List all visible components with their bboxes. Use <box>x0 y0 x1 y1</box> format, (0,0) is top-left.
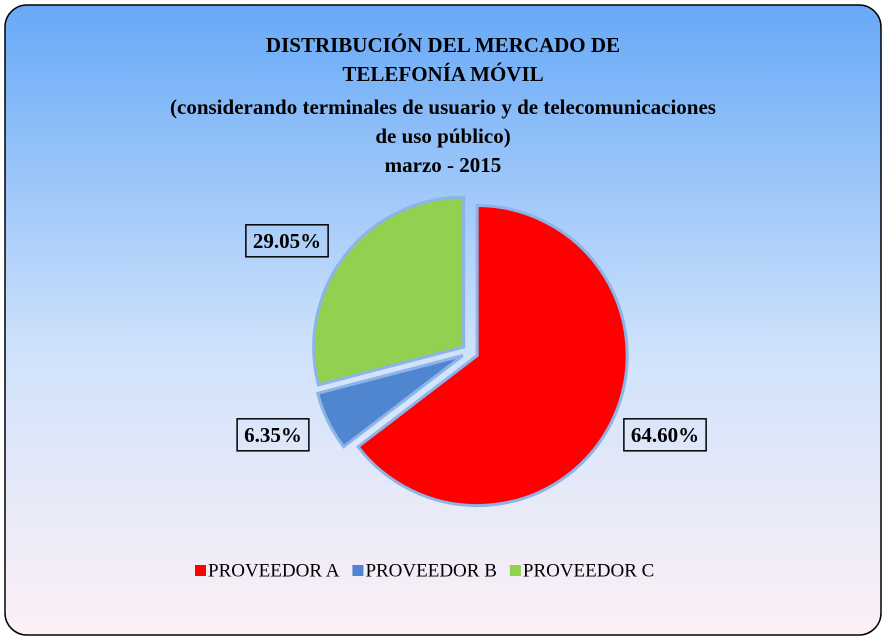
chart-title: DISTRIBUCIÓN DEL MERCADO DE <box>266 33 620 57</box>
data-label-box <box>236 418 310 452</box>
legend-swatch <box>195 565 206 576</box>
data-label: 64.60% <box>631 423 699 447</box>
pie-slice <box>315 354 464 449</box>
chart-title: TELEFONÍA MÓVIL <box>342 62 543 86</box>
legend-label: PROVEEDOR C <box>523 560 654 581</box>
pie-slice <box>355 204 629 507</box>
data-label: 29.05% <box>253 229 321 253</box>
pie-slice <box>312 195 466 387</box>
chart-subtitle: marzo - 2015 <box>385 153 502 177</box>
legend-label: PROVEEDOR A <box>208 560 340 581</box>
legend-label: PROVEEDOR B <box>365 560 496 581</box>
data-label-box <box>623 418 707 452</box>
legend-swatch <box>509 565 521 576</box>
data-label-box <box>245 224 329 258</box>
chart-subtitle: (considerando terminales de usuario y de… <box>170 95 716 119</box>
legend-swatch <box>352 565 364 576</box>
chart-subtitle: de uso público) <box>375 124 510 148</box>
data-label: 6.35% <box>244 423 302 447</box>
